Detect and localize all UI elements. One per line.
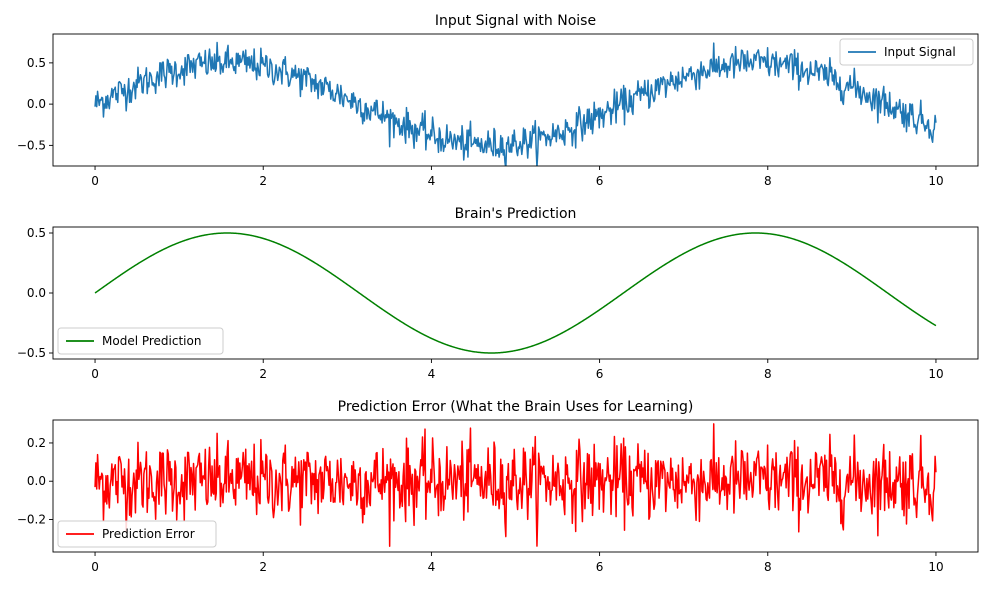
y-tick-label: 0.0	[27, 474, 46, 488]
x-tick-label: 0	[91, 174, 99, 188]
legend-box	[57, 520, 217, 548]
y-tick-label: 0.0	[27, 97, 46, 111]
subplot-title: Brain's Prediction	[455, 206, 577, 222]
x-tick-label: 6	[596, 174, 604, 188]
legend-label: Prediction Error	[102, 527, 195, 541]
x-tick-label: 4	[428, 367, 436, 381]
series-line	[94, 423, 937, 548]
legend: Prediction Error	[57, 520, 217, 548]
subplot-3: Prediction Error (What the Brain Uses fo…	[17, 399, 979, 574]
x-tick-label: 8	[764, 560, 772, 574]
x-tick-label: 2	[259, 174, 267, 188]
subplot-1: Input Signal with Noise 0 2 4 6 8 10 −0.5 0.0 0.5…	[17, 13, 979, 188]
subplot-title: Input Signal with Noise	[435, 13, 596, 29]
series-line	[94, 232, 937, 354]
legend: Input Signal	[839, 38, 974, 66]
x-tick-label: 0	[91, 367, 99, 381]
x-tick-label: 2	[259, 367, 267, 381]
x-tick-label: 6	[596, 367, 604, 381]
y-tick-label: 0.5	[27, 226, 46, 240]
subplot-title: Prediction Error (What the Brain Uses fo…	[338, 399, 694, 415]
legend: Model Prediction	[57, 327, 224, 355]
y-tick-label: −0.2	[17, 512, 46, 526]
y-tick-label: 0.0	[27, 286, 46, 300]
x-tick-label: 2	[259, 560, 267, 574]
legend-label: Model Prediction	[102, 334, 201, 348]
x-tick-label: 4	[428, 560, 436, 574]
legend-box	[57, 327, 224, 355]
y-tick-label: 0.2	[27, 436, 46, 450]
legend-label: Input Signal	[884, 45, 956, 59]
x-tick-label: 6	[596, 560, 604, 574]
y-tick-label: −0.5	[17, 138, 46, 152]
x-tick-label: 8	[764, 367, 772, 381]
x-tick-label: 4	[428, 174, 436, 188]
y-tick-label: 0.5	[27, 56, 46, 70]
subplot-2: Brain's Prediction 0 2 4 6 8 10 −0.5 0.0 0.5 Model…	[17, 206, 979, 381]
x-tick-label: 8	[764, 174, 772, 188]
series-line	[94, 41, 937, 166]
legend-box	[839, 38, 974, 66]
x-tick-label: 10	[928, 560, 943, 574]
y-tick-label: −0.5	[17, 346, 46, 360]
x-tick-label: 10	[928, 174, 943, 188]
axes-frame	[52, 33, 979, 167]
x-tick-label: 10	[928, 367, 943, 381]
x-tick-label: 0	[91, 560, 99, 574]
axes-frame	[52, 419, 979, 553]
